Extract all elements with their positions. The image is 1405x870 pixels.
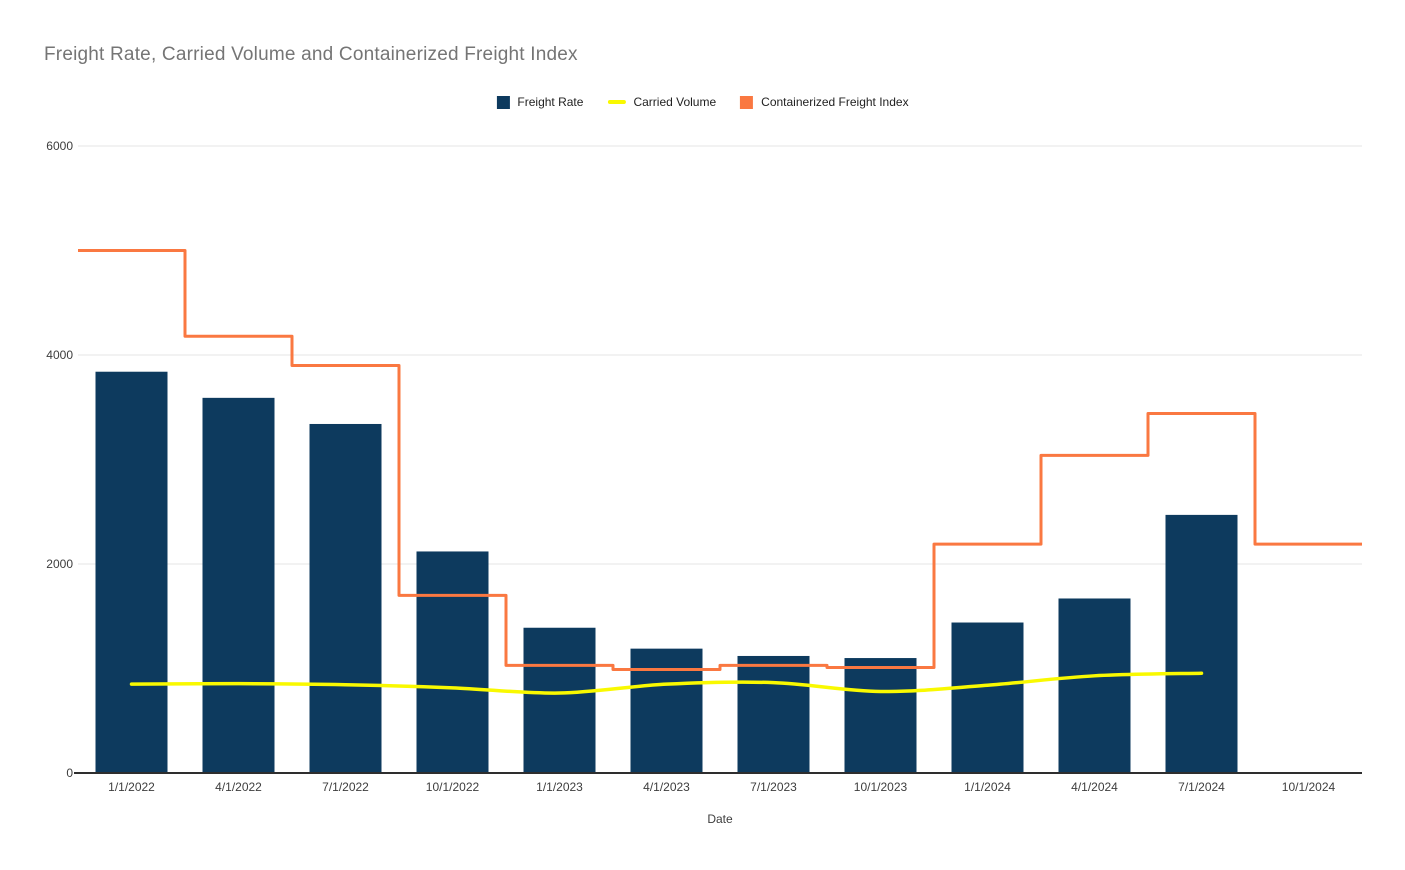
legend-item-freight-rate: Freight Rate xyxy=(496,95,583,109)
freight-rate-bar xyxy=(630,648,703,773)
x-tick-label: 4/1/2024 xyxy=(1071,780,1118,794)
lines-layer xyxy=(78,249,1362,695)
freight-rate-bar xyxy=(416,551,489,773)
chart-legend: Freight Rate Carried Volume Containerize… xyxy=(496,95,909,109)
legend-label: Freight Rate xyxy=(517,95,584,109)
freight-rate-bar xyxy=(1058,598,1131,773)
containerized-freight-index-swatch-icon xyxy=(740,95,754,109)
x-tick-label: 7/1/2024 xyxy=(1178,780,1225,794)
freight-rate-bar xyxy=(1165,514,1238,773)
carried-volume-swatch-icon xyxy=(607,100,626,104)
labels-layer: 0 2000 4000 6000 1/1/2022 4/1/2022 7/1/2022 10/… xyxy=(46,139,1335,794)
y-tick-label: 2000 xyxy=(46,557,73,571)
legend-item-carried-volume: Carried Volume xyxy=(607,95,716,109)
x-tick-label: 1/1/2023 xyxy=(536,780,583,794)
carried-volume-line xyxy=(129,671,1204,695)
x-axis-title: Date xyxy=(707,812,733,826)
freight-rate-bar xyxy=(309,423,382,773)
y-tick-label: 0 xyxy=(66,766,73,780)
freight-rate-swatch-icon xyxy=(496,95,510,109)
x-tick-label: 10/1/2023 xyxy=(854,780,908,794)
legend-label: Containerized Freight Index xyxy=(761,95,909,109)
x-tick-label: 10/1/2022 xyxy=(426,780,480,794)
x-tick-label: 7/1/2023 xyxy=(750,780,797,794)
freight-rate-bar xyxy=(523,627,596,773)
x-tick-label: 4/1/2023 xyxy=(643,780,690,794)
y-tick-label: 6000 xyxy=(46,139,73,153)
legend-item-containerized-freight-index: Containerized Freight Index xyxy=(740,95,909,109)
x-tick-label: 1/1/2024 xyxy=(964,780,1011,794)
bars-layer xyxy=(95,371,1238,773)
x-tick-label: 7/1/2022 xyxy=(322,780,369,794)
legend-label: Carried Volume xyxy=(633,95,717,109)
freight-rate-bar xyxy=(951,622,1024,773)
x-tick-label: 10/1/2024 xyxy=(1282,780,1336,794)
x-tick-label: 4/1/2022 xyxy=(215,780,262,794)
freight-rate-bar xyxy=(844,658,917,773)
freight-rate-bar xyxy=(202,397,275,773)
freight-rate-bar xyxy=(95,371,168,773)
page-title: Freight Rate, Carried Volume and Contain… xyxy=(44,44,578,65)
x-tick-label: 1/1/2022 xyxy=(108,780,155,794)
y-tick-label: 4000 xyxy=(46,348,73,362)
containerized-freight-index-line xyxy=(78,249,1362,672)
freight-rate-bar xyxy=(737,655,810,773)
